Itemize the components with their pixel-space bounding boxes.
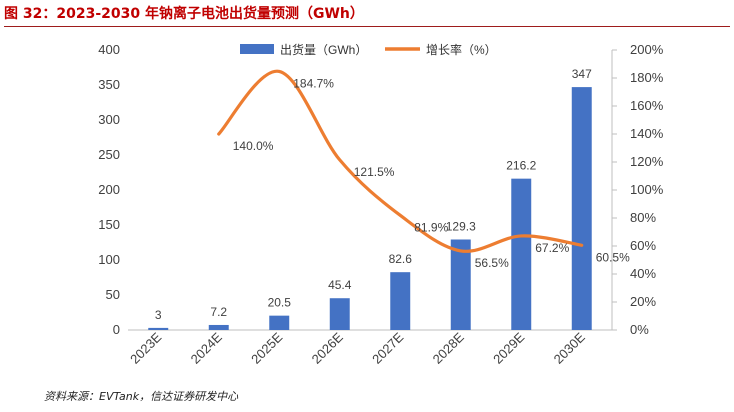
growth-rate-label: 121.5% <box>354 165 395 179</box>
x-tick-label: 2026E <box>309 329 346 366</box>
bar-value-label: 129.3 <box>446 219 476 233</box>
bar-value-label: 347 <box>572 67 592 81</box>
bar-value-label: 82.6 <box>389 252 413 266</box>
growth-rate-label: 60.5% <box>596 250 630 264</box>
y-right-tick-label: 0% <box>630 322 649 337</box>
y-right-tick-label: 40% <box>630 266 656 281</box>
x-tick-label: 2027E <box>369 329 406 366</box>
y-left-tick-label: 400 <box>98 42 120 57</box>
source-note: 资料来源：EVTank，信达证券研发中心 <box>44 390 239 403</box>
growth-rate-label: 184.7% <box>293 76 334 90</box>
legend-label-bar: 出货量（GWh） <box>280 42 367 57</box>
bar-value-label: 216.2 <box>506 159 536 173</box>
y-right-tick-label: 140% <box>630 126 664 141</box>
y-left-tick-label: 250 <box>98 147 120 162</box>
x-tick-label: 2025E <box>248 329 285 366</box>
y-left-tick-label: 200 <box>98 182 120 197</box>
growth-rate-label: 81.9% <box>414 220 448 234</box>
bar-2029E <box>511 178 532 330</box>
y-right-tick-label: 60% <box>630 238 656 253</box>
bar-2025E <box>269 315 290 330</box>
bar-value-label: 7.2 <box>210 305 227 319</box>
y-left-tick-label: 0 <box>113 322 120 337</box>
bar-2026E <box>329 298 350 330</box>
y-left-tick-label: 100 <box>98 252 120 267</box>
y-right-tick-label: 180% <box>630 70 664 85</box>
chart-legend: 出货量（GWh） 增长率（%） <box>240 42 497 57</box>
bar-2024E <box>208 324 229 330</box>
y-right-tick-label: 80% <box>630 210 656 225</box>
y-left-tick-label: 150 <box>98 217 120 232</box>
y-right-tick-label: 100% <box>630 182 664 197</box>
bar-2027E <box>390 272 411 330</box>
y-right-tick-label: 200% <box>630 42 664 57</box>
y-left-tick-label: 50 <box>106 287 120 302</box>
y-right-tick-label: 20% <box>630 294 656 309</box>
growth-rate-line <box>217 69 584 253</box>
legend-swatch-bar <box>240 44 274 54</box>
y-right-tick-label: 120% <box>630 154 664 169</box>
y-right-tick-label: 160% <box>630 98 664 113</box>
figure-title: 图 32：2023-2030 年钠离子电池出货量预测（GWh） <box>4 2 730 27</box>
x-tick-label: 2024E <box>188 329 225 366</box>
bar-2023E <box>148 327 169 330</box>
x-tick-label: 2030E <box>551 329 588 366</box>
legend-label-line: 增长率（%） <box>426 42 497 57</box>
growth-rate-label: 67.2% <box>535 241 569 255</box>
bar-value-label: 3 <box>155 308 162 322</box>
growth-rate-label: 140.0% <box>233 139 274 153</box>
y-left-tick-label: 300 <box>98 112 120 127</box>
x-tick-label: 2023E <box>127 329 164 366</box>
growth-rate-label: 56.5% <box>475 256 509 270</box>
y-left-tick-label: 350 <box>98 77 120 92</box>
bar-2028E <box>450 239 471 330</box>
bar-2030E <box>571 87 592 330</box>
bar-value-label: 20.5 <box>268 296 292 310</box>
x-tick-label: 2028E <box>430 329 467 366</box>
x-tick-label: 2029E <box>490 329 527 366</box>
bar-value-label: 45.4 <box>328 278 352 292</box>
